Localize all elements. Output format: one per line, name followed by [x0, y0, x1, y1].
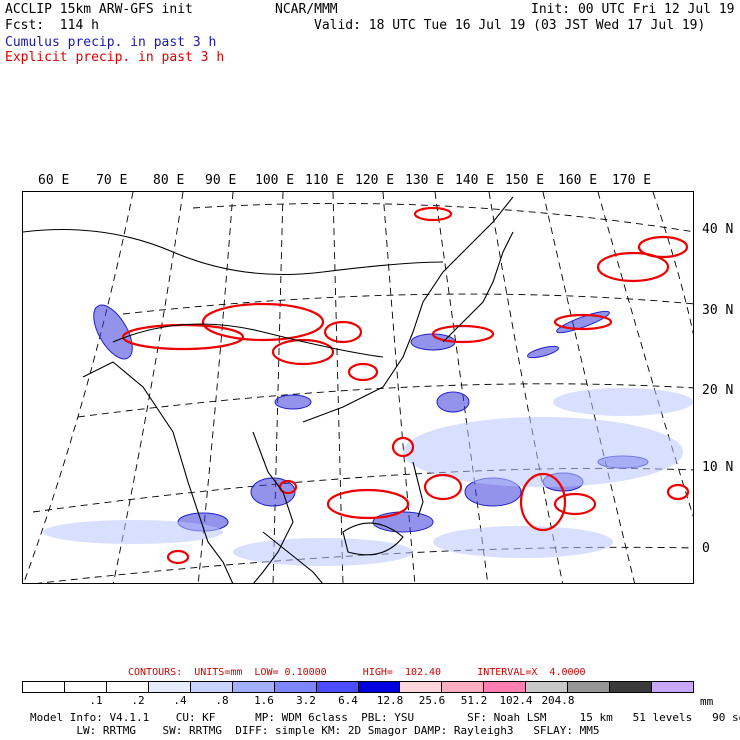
legend-swatch	[316, 682, 359, 692]
lon-label: 160 E	[558, 173, 598, 188]
legend-tick: 1.6	[254, 694, 274, 707]
legend-swatch	[23, 682, 65, 692]
legend-swatch	[652, 682, 693, 692]
plot-title: ACCLIP 15km ARW-GFS init	[5, 2, 193, 17]
lon-label: 110 E	[305, 173, 345, 188]
lon-label: 100 E	[255, 173, 295, 188]
meridian-120e	[382, 192, 416, 583]
lon-label: 60 E	[38, 173, 70, 188]
indochina-coast	[252, 431, 294, 583]
contour-info: CONTOURS: UNITS=mm LOW= 0.10000 HIGH= 10…	[128, 667, 586, 678]
meridian-80e	[112, 192, 184, 583]
lon-label: 90 E	[205, 173, 237, 188]
lat-label: 30 N	[702, 303, 734, 318]
legend-swatch	[442, 682, 485, 692]
china-coast	[302, 196, 514, 423]
legend-tick: 6.4	[338, 694, 358, 707]
legend-tick: .2	[131, 694, 145, 707]
legend-tick: 102.4	[499, 694, 533, 707]
philippines	[412, 461, 424, 518]
explicit-field-label: Explicit precip. in past 3 h	[5, 50, 225, 65]
lon-label: 170 E	[612, 173, 652, 188]
legend-swatch	[232, 682, 275, 692]
lon-label: 150 E	[505, 173, 545, 188]
legend-swatch	[526, 682, 569, 692]
lon-label: 120 E	[355, 173, 395, 188]
meridian-130e	[434, 192, 489, 583]
center-label: NCAR/MMM	[275, 2, 338, 17]
init-time: Init: 00 UTC Fri 12 Jul 19	[531, 2, 735, 17]
cumulus-field-label: Cumulus precip. in past 3 h	[5, 35, 217, 50]
legend-swatch	[484, 682, 527, 692]
legend-tick: 204.8	[541, 694, 575, 707]
meridian-170e	[652, 192, 693, 335]
meridian-100e	[272, 192, 284, 583]
asia-border	[23, 228, 444, 276]
parallel-0	[36, 546, 693, 583]
legend-tick: 25.6	[418, 694, 446, 707]
legend-swatch	[64, 682, 107, 692]
parallel-40n	[192, 202, 693, 233]
model-info-line2: LW: RRTMG SW: RRTMG DIFF: simple KM: 2D …	[30, 724, 600, 737]
legend-swatch	[190, 682, 233, 692]
legend-units: mm	[700, 695, 714, 708]
meridian-160e	[597, 192, 693, 518]
legend-swatch	[610, 682, 653, 692]
meridian-70e	[23, 192, 134, 583]
lon-label: 80 E	[153, 173, 185, 188]
legend-swatch	[274, 682, 317, 692]
meridian-150e	[542, 192, 635, 583]
lon-label: 70 E	[96, 173, 128, 188]
meridian-140e	[488, 192, 564, 583]
japan	[442, 231, 514, 343]
coastlines-borders	[23, 196, 514, 583]
india-coast	[82, 361, 234, 583]
legend-swatch	[148, 682, 191, 692]
legend-swatch	[358, 682, 401, 692]
legend-tick: 3.2	[296, 694, 316, 707]
map-canvas	[23, 192, 693, 583]
explicit-precip-areas	[121, 206, 690, 565]
sumatra	[262, 531, 323, 583]
meridian-110e	[332, 192, 344, 583]
legend-swatch	[106, 682, 149, 692]
borneo	[342, 522, 404, 556]
lon-label: 140 E	[455, 173, 495, 188]
color-legend	[22, 681, 694, 693]
lat-label: 10 N	[702, 460, 734, 475]
tibet-border	[112, 323, 384, 358]
legend-swatch	[568, 682, 611, 692]
legend-tick: .4	[173, 694, 187, 707]
legend-swatch	[400, 682, 443, 692]
valid-time: Valid: 18 UTC Tue 16 Jul 19 (03 JST Wed …	[314, 18, 706, 33]
lat-label: 20 N	[702, 383, 734, 398]
light-precip-areas	[43, 388, 693, 566]
parallel-20n	[77, 383, 693, 418]
legend-tick: 12.8	[376, 694, 404, 707]
legend-tick: 51.2	[460, 694, 488, 707]
parallel-30n	[122, 293, 693, 315]
forecast-hour: Fcst: 114 h	[5, 18, 99, 33]
lon-label: 130 E	[405, 173, 445, 188]
model-info-line1: Model Info: V4.1.1 CU: KF MP: WDM 6class…	[30, 711, 740, 724]
legend-tick: .1	[89, 694, 103, 707]
lat-label: 40 N	[702, 222, 734, 237]
lat-label: 0	[702, 541, 710, 556]
precip-map	[22, 191, 694, 584]
legend-tick: .8	[215, 694, 229, 707]
graticule	[23, 192, 693, 583]
